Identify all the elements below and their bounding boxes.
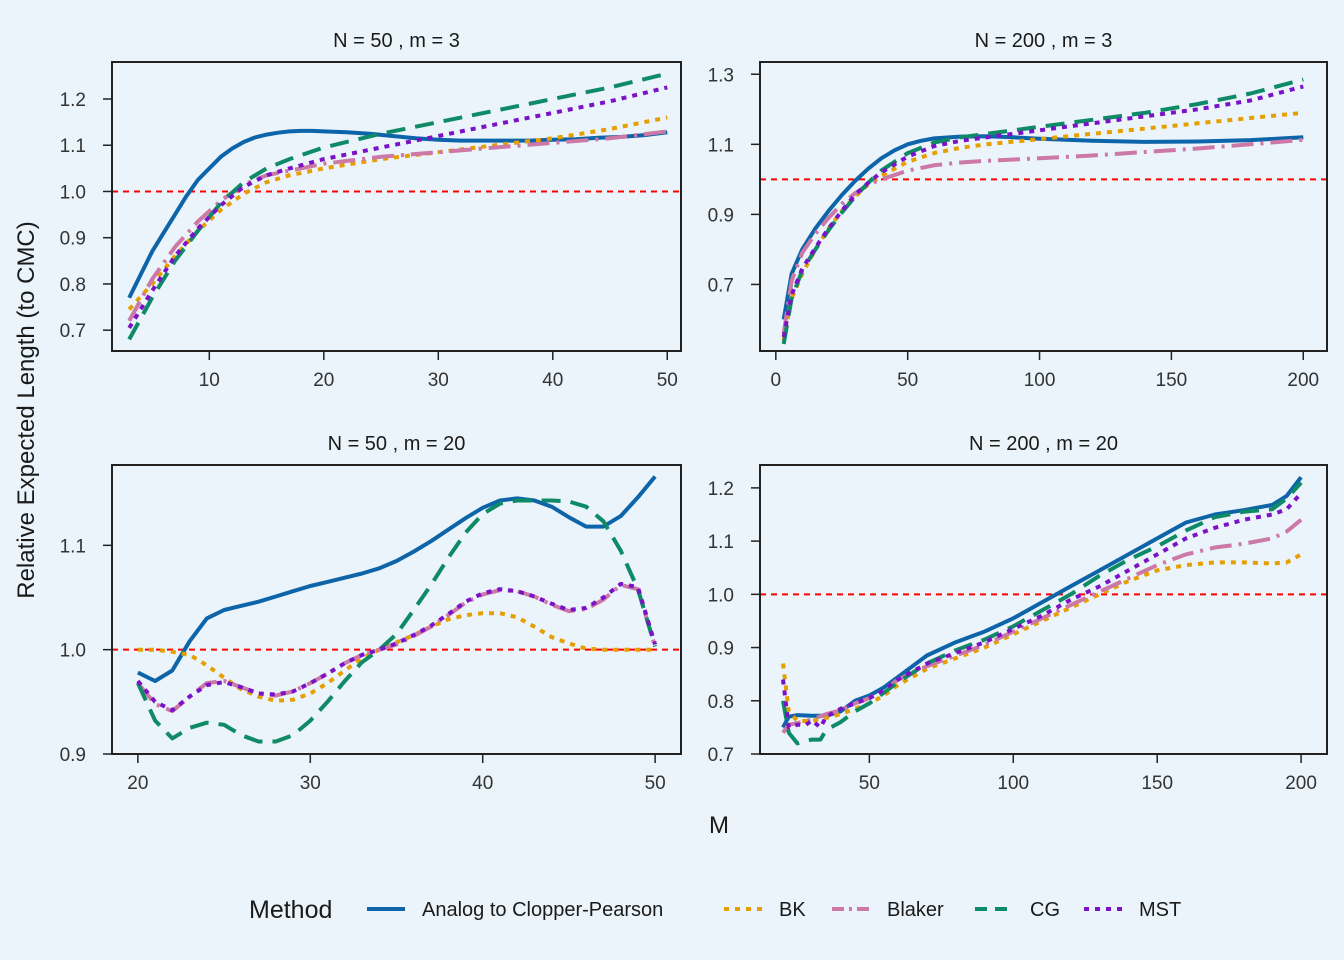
series-line-cg [127,71,668,341]
x-tick-label: 100 [1024,370,1056,391]
series-line-bk [781,552,1303,723]
panel-frame [759,61,1328,352]
panel-frame [111,464,682,755]
series-line-blaker [781,137,1304,334]
legend-label: Blaker [887,899,944,921]
legend-item-bk: BK [724,899,806,921]
series-line-mst [781,491,1303,730]
series-group [781,475,1303,746]
series-line-cg [136,498,658,744]
x-tick-label: 100 [997,773,1029,794]
legend-item-blaker: Blaker [832,899,944,921]
series-line-blaker [781,518,1303,734]
series-line-acp [781,134,1304,320]
series-line-cg [781,481,1303,746]
x-tick-label: 40 [542,370,563,391]
y-tick-label: 0.7 [60,321,86,342]
panel-title: N = 50 , m = 20 [328,433,466,455]
series-group [781,77,1304,345]
series-line-acp [127,128,668,299]
series-line-mst [127,85,668,329]
x-tick-label: 0 [771,370,782,391]
legend: Method Analog to Clopper-Pearson BK Blaker… [249,896,1181,924]
y-tick-label: 0.9 [708,205,734,226]
y-tick-label: 0.9 [60,745,86,766]
x-tick-label: 200 [1285,773,1317,794]
y-tick-label: 1.1 [60,536,86,557]
y-tick-label: 1.0 [60,641,86,662]
panel-2: N = 200 , m = 3 0 50 100 150 200 0.7 0.9 1.1 1.3 [708,30,1328,391]
x-tick-label: 20 [127,773,148,794]
y-tick-label: 0.7 [708,745,734,766]
series-group [136,475,658,744]
y-tick-label: 0.8 [708,692,734,713]
y-tick-label: 1.1 [708,532,734,553]
legend-label: MST [1139,899,1181,921]
panel-4: N = 200 , m = 20 50 100 150 200 0.7 0.8 0.9 1.0 1… [708,433,1328,794]
x-axis-title: M [709,812,729,839]
series-line-bk [127,115,668,311]
series-line-acp [137,475,657,683]
x-tick-label: 200 [1287,370,1319,391]
y-tick-label: 0.9 [708,639,734,660]
panel-frame [759,464,1328,755]
x-tick-label: 50 [645,773,666,794]
panels: N = 50 , m = 3 10 20 30 40 50 0.7 0.8 0.9 1.0 1.1 1… [60,30,1328,794]
series-line-blaker [127,129,668,322]
legend-item-mst: MST [1084,899,1181,921]
legend-label: BK [779,899,806,921]
x-tick-label: 50 [897,370,918,391]
x-tick-label: 30 [428,370,449,391]
x-tick-label: 10 [199,370,220,391]
x-tick-label: 30 [300,773,321,794]
y-tick-label: 1.1 [60,136,86,157]
x-tick-label: 40 [472,773,493,794]
y-tick-label: 0.8 [60,275,86,296]
series-line-blaker [136,583,658,714]
series-group [127,71,668,341]
y-tick-label: 1.1 [708,135,734,156]
x-tick-label: 150 [1156,370,1188,391]
legend-label: CG [1030,899,1060,921]
y-tick-label: 1.0 [60,182,86,203]
legend-item-cg: CG [975,899,1060,921]
panel-title: N = 200 , m = 20 [969,433,1118,455]
y-tick-label: 0.9 [60,229,86,250]
y-tick-label: 1.2 [60,90,86,111]
legend-title: Method [249,896,332,924]
x-tick-label: 150 [1141,773,1173,794]
panel-title: N = 50 , m = 3 [333,30,460,52]
x-tick-label: 50 [657,370,678,391]
panel-1: N = 50 , m = 3 10 20 30 40 50 0.7 0.8 0.9 1.0 1.1 1… [60,30,682,391]
panel-3: N = 50 , m = 20 20 30 40 50 0.9 1.0 1.1 [60,433,682,794]
x-tick-label: 20 [313,370,334,391]
y-tick-label: 0.7 [708,275,734,296]
panel-frame [111,61,682,352]
panel-title: N = 200 , m = 3 [975,30,1113,52]
legend-item-acp: Analog to Clopper-Pearson [367,899,663,921]
y-tick-label: 1.3 [708,65,734,86]
y-axis-title: Relative Expected Length (to CMC) [13,221,40,599]
y-tick-label: 1.2 [708,479,734,500]
legend-label: Analog to Clopper-Pearson [422,899,663,921]
y-tick-label: 1.0 [708,585,734,606]
x-tick-label: 50 [859,773,880,794]
series-line-cg [781,77,1304,345]
